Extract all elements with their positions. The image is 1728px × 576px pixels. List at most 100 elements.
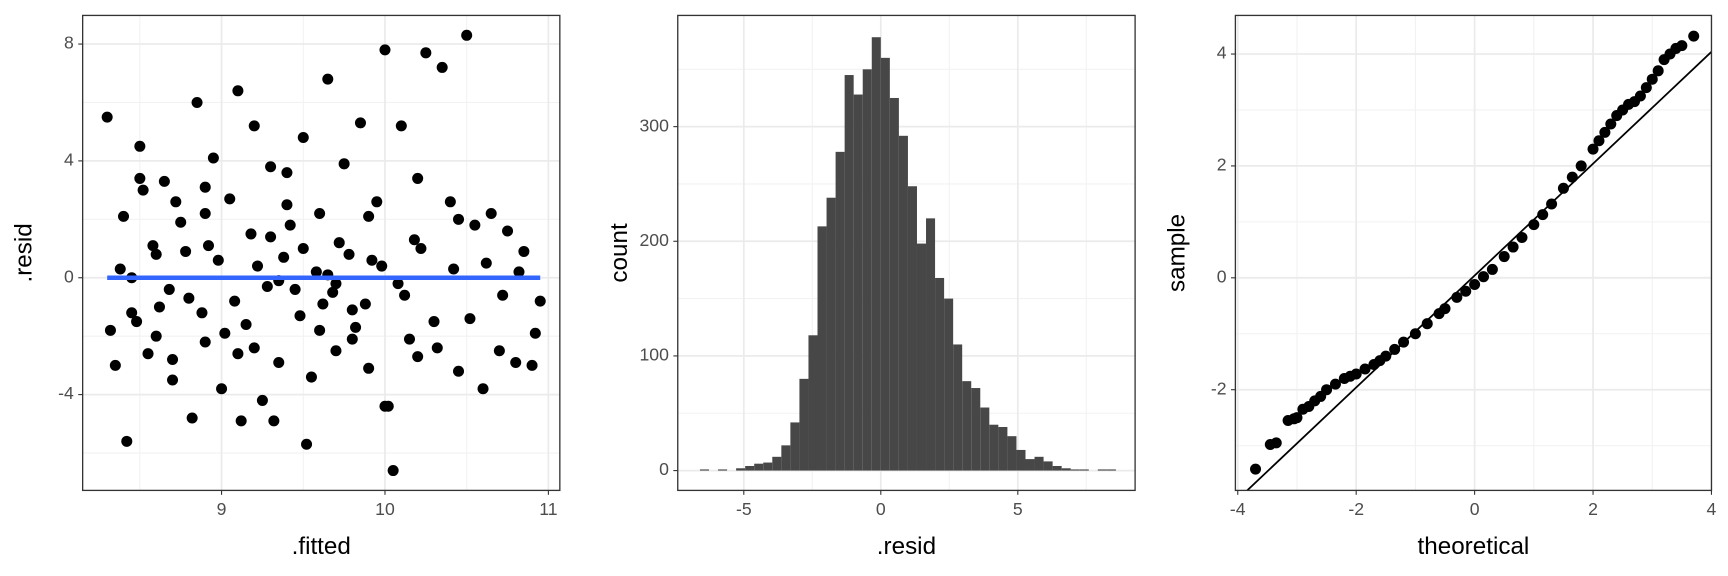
point <box>150 248 162 260</box>
bar <box>736 468 746 471</box>
bar <box>772 456 782 471</box>
point <box>359 298 371 310</box>
point <box>1688 30 1700 42</box>
point <box>338 158 350 170</box>
point <box>502 225 514 237</box>
panel-border <box>1234 14 1713 492</box>
point <box>265 161 277 173</box>
bar <box>880 57 890 471</box>
point <box>199 207 211 219</box>
x-tick-label: 9 <box>217 499 227 519</box>
y-axis-title: .resid <box>11 223 38 282</box>
y-tick-label: 4 <box>1217 43 1227 63</box>
point <box>477 383 489 395</box>
bar <box>781 445 791 471</box>
bar <box>1034 456 1044 471</box>
point <box>395 120 407 132</box>
point <box>219 327 231 339</box>
point <box>330 345 342 357</box>
point <box>412 172 424 184</box>
panel-border <box>81 14 561 492</box>
point <box>281 199 293 211</box>
point <box>428 316 440 328</box>
bar <box>871 37 881 471</box>
point <box>1350 368 1362 380</box>
point <box>216 383 228 395</box>
bar <box>826 197 836 471</box>
bar <box>844 75 854 471</box>
point <box>121 435 133 447</box>
point <box>158 175 170 187</box>
y-tick-label: 2 <box>1217 155 1227 175</box>
bar <box>808 335 818 471</box>
point <box>1634 90 1646 102</box>
point <box>436 61 448 73</box>
point <box>317 298 329 310</box>
y-tick-label: 300 <box>640 115 670 135</box>
point <box>1291 412 1303 424</box>
bar <box>980 407 990 471</box>
point <box>163 283 175 295</box>
point <box>109 359 121 371</box>
point <box>314 207 326 219</box>
bar <box>907 186 917 471</box>
bar <box>926 218 936 471</box>
point <box>252 260 264 272</box>
y-tick-label: 0 <box>64 266 74 286</box>
bar <box>1043 461 1053 471</box>
point <box>392 278 404 290</box>
x-tick-label: 10 <box>375 499 395 519</box>
point <box>420 47 432 59</box>
x-axis-title: theoretical <box>1418 533 1530 560</box>
bar <box>998 427 1008 471</box>
bar <box>699 469 709 471</box>
bar <box>763 462 773 471</box>
point <box>273 356 285 368</box>
point <box>412 351 424 363</box>
point <box>134 140 146 152</box>
point <box>289 283 301 295</box>
point <box>346 333 358 345</box>
data-layer <box>101 29 546 477</box>
panel: 9 10 11 -4 0 4 8 .fitted .resid <box>11 14 561 560</box>
point <box>183 292 195 304</box>
bar <box>790 422 800 471</box>
y-axis-title: sample <box>1163 214 1190 292</box>
point <box>1587 143 1599 155</box>
point <box>305 371 317 383</box>
point <box>284 219 296 231</box>
point <box>248 342 260 354</box>
x-tick-label: -4 <box>1230 499 1246 519</box>
bar <box>953 344 963 471</box>
bar <box>935 277 945 471</box>
data-layer <box>1246 30 1712 491</box>
bar <box>1016 449 1026 471</box>
point <box>232 85 244 97</box>
point <box>461 29 473 41</box>
point <box>363 210 375 222</box>
point <box>104 324 116 336</box>
point <box>301 438 313 450</box>
point <box>1640 82 1652 94</box>
point <box>101 111 113 123</box>
point <box>376 260 388 272</box>
point <box>1460 285 1472 297</box>
x-axis-title: .fitted <box>292 533 351 560</box>
x-tick-label: -2 <box>1348 499 1364 519</box>
x-tick-label: 4 <box>1707 499 1717 519</box>
point <box>207 152 219 164</box>
point <box>1270 437 1282 449</box>
bar <box>962 381 972 471</box>
point <box>153 301 165 313</box>
point <box>1566 171 1578 183</box>
point <box>1321 384 1333 396</box>
point <box>493 345 505 357</box>
bar <box>1025 459 1035 471</box>
point <box>497 289 509 301</box>
point <box>167 354 179 366</box>
point <box>256 394 268 406</box>
y-tick-label: 8 <box>64 33 74 53</box>
